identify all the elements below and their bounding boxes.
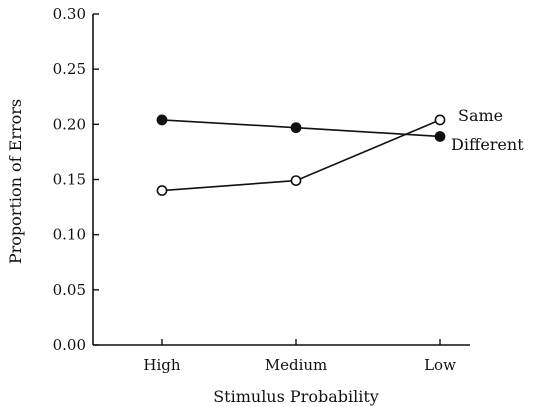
x-axis-title: Stimulus Probability: [213, 387, 379, 406]
y-tick-label: 0.15: [53, 171, 86, 189]
series-label-different: Different: [451, 135, 524, 154]
x-tick-label: Medium: [265, 356, 328, 374]
series-same: Same: [156, 106, 503, 196]
y-tick-label: 0.10: [53, 226, 86, 244]
data-point-different: [434, 131, 446, 142]
data-point-same: [434, 114, 446, 126]
data-point-different: [156, 114, 168, 126]
x-axis: High Medium Low: [93, 339, 470, 374]
y-tick-label: 0.00: [53, 336, 86, 354]
series-different: Different: [156, 114, 524, 154]
y-tick-label: 0.20: [53, 115, 86, 133]
y-tick-label: 0.25: [53, 60, 86, 78]
y-tick-label: 0.05: [53, 281, 86, 299]
series-layer: Same Different: [156, 106, 524, 196]
y-tick-label: 0.30: [53, 5, 86, 23]
x-tick-label: Low: [424, 356, 456, 374]
y-axis: 0.00 0.05 0.10 0.15 0.20 0.25 0.30: [53, 5, 99, 354]
y-axis-title: Proportion of Errors: [6, 99, 25, 264]
data-point-same: [290, 175, 302, 187]
data-point-different: [290, 122, 302, 134]
data-point-same: [156, 185, 168, 196]
x-tick-label: High: [143, 356, 180, 374]
series-label-same: Same: [458, 106, 503, 125]
